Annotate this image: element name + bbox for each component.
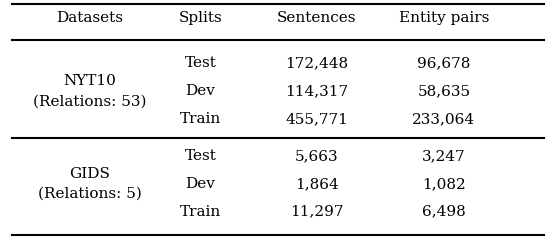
Text: Splits: Splits — [178, 11, 222, 25]
Text: 233,064: 233,064 — [413, 112, 475, 126]
Text: 58,635: 58,635 — [418, 84, 470, 98]
Text: 114,317: 114,317 — [285, 84, 348, 98]
Text: 1,082: 1,082 — [422, 177, 466, 191]
Text: Datasets: Datasets — [56, 11, 123, 25]
Text: NYT10
(Relations: 53): NYT10 (Relations: 53) — [33, 74, 147, 109]
Text: 6,498: 6,498 — [422, 205, 466, 219]
Text: 96,678: 96,678 — [418, 56, 471, 70]
Text: Test: Test — [185, 56, 216, 70]
Text: Train: Train — [180, 112, 221, 126]
Text: Entity pairs: Entity pairs — [399, 11, 489, 25]
Text: 1,864: 1,864 — [295, 177, 339, 191]
Text: 3,247: 3,247 — [422, 149, 466, 163]
Text: 11,297: 11,297 — [290, 205, 344, 219]
Text: Dev: Dev — [186, 177, 216, 191]
Text: GIDS
(Relations: 5): GIDS (Relations: 5) — [38, 167, 142, 201]
Text: Test: Test — [185, 149, 216, 163]
Text: 455,771: 455,771 — [285, 112, 348, 126]
Text: Train: Train — [180, 205, 221, 219]
Text: Sentences: Sentences — [277, 11, 356, 25]
Text: 5,663: 5,663 — [295, 149, 339, 163]
Text: Dev: Dev — [186, 84, 216, 98]
Text: 172,448: 172,448 — [285, 56, 348, 70]
